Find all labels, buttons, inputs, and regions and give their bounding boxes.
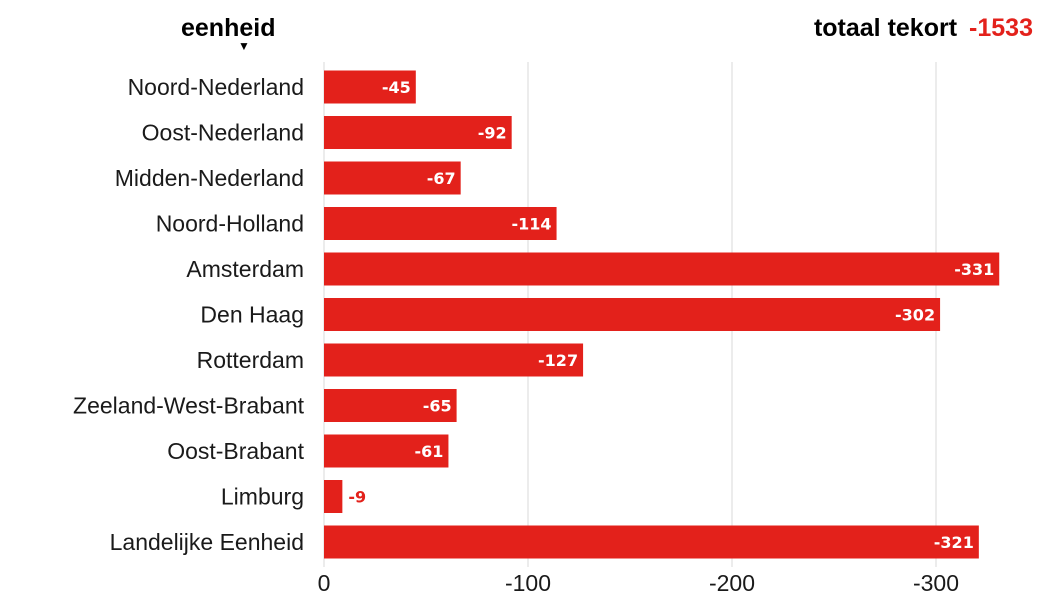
category-label: Zeeland-West-Brabant <box>73 393 305 419</box>
x-tick-label: -100 <box>505 570 551 595</box>
x-axis-ticks: 0 -100 -200 -300 <box>318 570 959 595</box>
bar <box>324 70 416 104</box>
bar <box>324 252 1000 286</box>
value-label: -321 <box>934 533 974 552</box>
category-label: Oost-Brabant <box>167 438 304 464</box>
category-label: Amsterdam <box>186 256 304 282</box>
value-label: -45 <box>382 78 411 97</box>
total-shortage: totaal tekort -1533 <box>814 14 1033 43</box>
bar <box>324 480 343 513</box>
bars <box>324 70 1000 559</box>
column-header-eenheid[interactable]: eenheid <box>181 14 276 42</box>
bar <box>324 343 584 377</box>
value-label: -92 <box>478 124 507 143</box>
category-label: Den Haag <box>200 302 304 328</box>
category-label: Limburg <box>221 484 304 510</box>
category-label: Landelijke Eenheid <box>110 529 304 555</box>
value-label: -127 <box>538 351 578 370</box>
category-label: Noord-Holland <box>156 211 304 237</box>
x-tick-label: 0 <box>318 570 331 595</box>
category-label: Rotterdam <box>197 347 304 373</box>
value-label: -65 <box>423 397 452 416</box>
value-label: -302 <box>895 306 935 325</box>
bar <box>324 161 461 195</box>
total-label: totaal tekort <box>813 14 958 42</box>
x-tick-label: -200 <box>709 570 755 595</box>
value-label: -67 <box>427 169 456 188</box>
bar <box>324 389 457 422</box>
bar <box>324 525 979 559</box>
bar <box>324 434 449 468</box>
bar <box>324 207 557 240</box>
category-label: Oost-Nederland <box>142 120 304 146</box>
value-label: -61 <box>415 442 444 461</box>
value-labels: -45 -92 -67 -114 -331 -302 -127 -65 -61 -9 -321 <box>348 78 994 552</box>
category-label: Midden-Nederland <box>115 165 304 191</box>
value-label: -331 <box>954 260 994 279</box>
value-label: -114 <box>512 215 552 234</box>
x-tick-label: -300 <box>913 570 959 595</box>
bar <box>324 116 512 149</box>
value-label: -9 <box>348 488 366 507</box>
total-value: -1533 <box>969 14 1033 42</box>
bar <box>324 298 941 331</box>
sort-descending-icon[interactable]: ▼ <box>238 39 250 53</box>
category-labels: Noord-Nederland Oost-Nederland Midden-Nede… <box>73 74 305 555</box>
category-label: Noord-Nederland <box>128 74 304 100</box>
